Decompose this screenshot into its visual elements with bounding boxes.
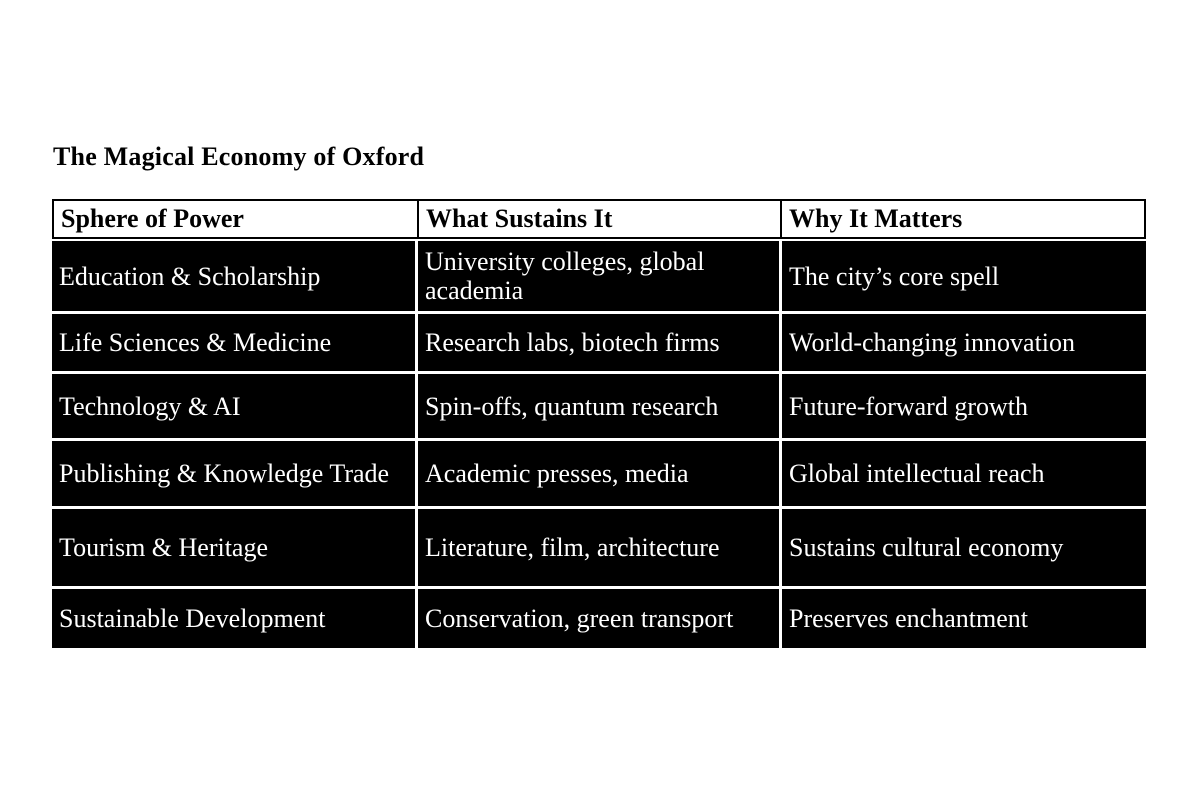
table-row: Publishing & Knowledge Trade Academic pr… [52, 441, 1146, 506]
table-cell: Academic presses, media [418, 441, 779, 506]
table-cell: Technology & AI [52, 374, 415, 438]
table-row: Life Sciences & Medicine Research labs, … [52, 314, 1146, 371]
table-cell: Life Sciences & Medicine [52, 314, 415, 371]
table-cell: Research labs, biotech firms [418, 314, 779, 371]
table-cell: Future-forward growth [782, 374, 1146, 438]
table-cell: Global intellectual reach [782, 441, 1146, 506]
table-row: Tourism & Heritage Literature, film, arc… [52, 509, 1146, 586]
table-row: Education & Scholarship University colle… [52, 241, 1146, 311]
table-cell: Tourism & Heritage [52, 509, 415, 586]
column-header-what-sustains-it: What Sustains It [417, 201, 780, 237]
table-cell: Literature, film, architecture [418, 509, 779, 586]
table-cell: Spin-offs, quantum research [418, 374, 779, 438]
document-title: The Magical Economy of Oxford [53, 142, 425, 171]
economy-table: Sphere of Power What Sustains It Why It … [52, 199, 1146, 648]
table-cell: University colleges, global academia [418, 241, 779, 311]
table-cell: World-changing innovation [782, 314, 1146, 371]
table-cell: Preserves enchantment [782, 589, 1146, 648]
table-cell: Publishing & Knowledge Trade [52, 441, 415, 506]
table-body: Education & Scholarship University colle… [52, 241, 1146, 648]
table-cell: Sustainable Development [52, 589, 415, 648]
table-row: Sustainable Development Conservation, gr… [52, 589, 1146, 648]
table-cell: Conservation, green transport [418, 589, 779, 648]
table-cell: The city’s core spell [782, 241, 1146, 311]
table-header-row: Sphere of Power What Sustains It Why It … [52, 199, 1146, 239]
table-cell: Sustains cultural economy [782, 509, 1146, 586]
column-header-why-it-matters: Why It Matters [780, 201, 1144, 237]
table-cell: Education & Scholarship [52, 241, 415, 311]
column-header-sphere-of-power: Sphere of Power [61, 204, 244, 233]
table-row: Technology & AI Spin-offs, quantum resea… [52, 374, 1146, 438]
